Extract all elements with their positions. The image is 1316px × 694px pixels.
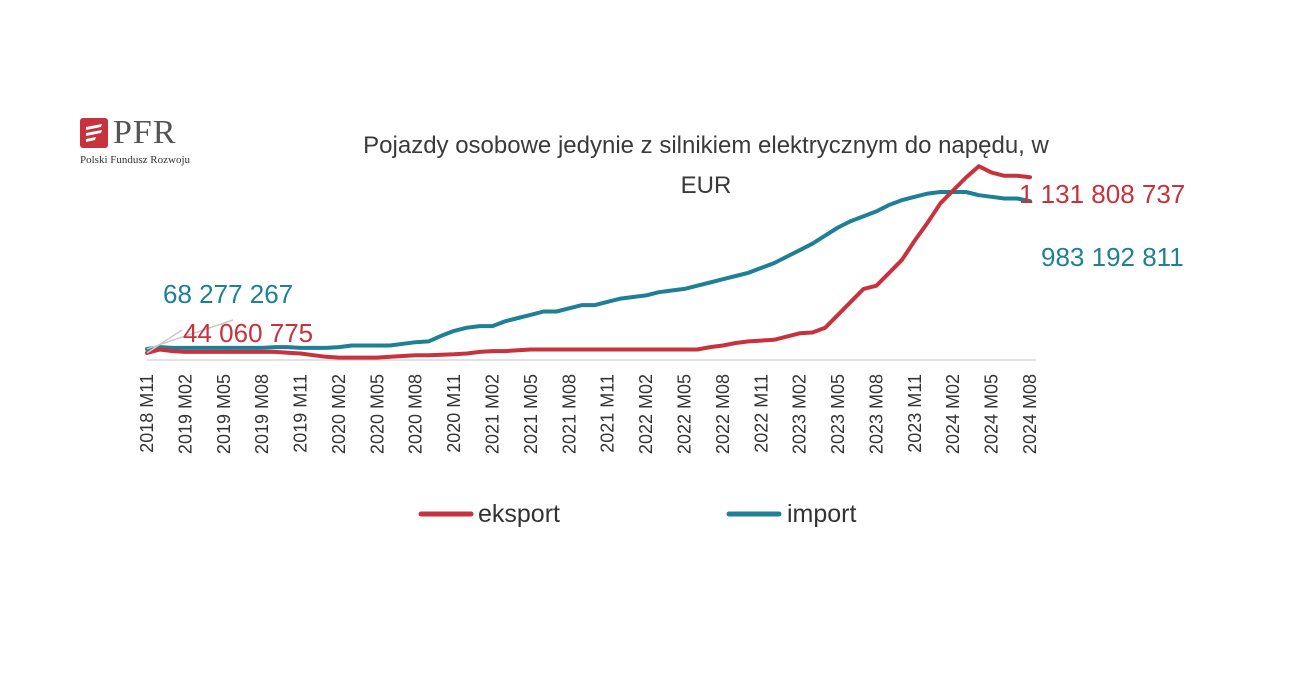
series-line-eksport xyxy=(145,164,1032,360)
x-tick-label: 2021 M11 xyxy=(598,374,618,453)
x-tick-label: 2024 M02 xyxy=(943,374,963,454)
x-tick-label: 2023 M08 xyxy=(866,374,886,454)
x-tick-label: 2024 M08 xyxy=(1020,374,1040,454)
chart-title-line1: Pojazdy osobowe jedynie z silnikiem elek… xyxy=(363,132,1049,159)
pfr-logo: PFR Polski Fundusz Rozwoju xyxy=(80,114,220,168)
x-tick-label: 2022 M11 xyxy=(751,374,771,453)
x-tick-label: 2022 M08 xyxy=(713,374,733,454)
logo-subtitle: Polski Fundusz Rozwoju xyxy=(80,154,191,166)
pfr-logo-mark-icon xyxy=(80,118,108,148)
chart-title-line2: EUR xyxy=(681,172,732,199)
legend: eksport import xyxy=(418,500,857,528)
x-tick-label: 2022 M05 xyxy=(675,374,695,454)
x-axis-tick-labels: 2018 M11 2019 M02 2019 M05 2019 M08 2019 M11… xyxy=(137,374,1040,454)
x-tick-label: 2020 M05 xyxy=(367,374,387,454)
logo-wordmark: PFR xyxy=(113,114,177,151)
x-tick-label: 2023 M05 xyxy=(828,374,848,454)
x-tick-label: 2019 M05 xyxy=(214,374,234,454)
x-tick-label: 2020 M02 xyxy=(329,374,349,454)
x-tick-label: 2019 M02 xyxy=(175,374,195,454)
legend-label-import: import xyxy=(787,500,857,528)
x-tick-label: 2022 M02 xyxy=(636,374,656,454)
annotation-eksport-first: 44 060 775 xyxy=(183,318,313,348)
series-line-import xyxy=(145,190,1032,351)
x-tick-label: 2019 M11 xyxy=(291,374,311,453)
x-tick-label: 2023 M02 xyxy=(790,374,810,454)
annotation-import-first: 68 277 267 xyxy=(163,279,293,309)
annotation-leader-eksport-first xyxy=(146,329,183,354)
x-tick-label: 2021 M05 xyxy=(521,374,541,454)
x-tick-label: 2020 M08 xyxy=(406,374,426,454)
annotation-eksport-last: 1 131 808 737 xyxy=(1019,179,1185,209)
x-tick-label: 2024 M05 xyxy=(982,374,1002,454)
x-tick-label: 2019 M08 xyxy=(252,374,272,454)
x-tick-label: 2018 M11 xyxy=(137,374,157,453)
x-tick-label: 2023 M11 xyxy=(905,374,925,453)
x-tick-label: 2020 M11 xyxy=(444,374,464,453)
annotation-import-last: 983 192 811 xyxy=(1041,242,1184,272)
x-tick-label: 2021 M02 xyxy=(483,374,503,454)
x-tick-label: 2021 M08 xyxy=(559,374,579,454)
legend-label-eksport: eksport xyxy=(478,500,560,528)
